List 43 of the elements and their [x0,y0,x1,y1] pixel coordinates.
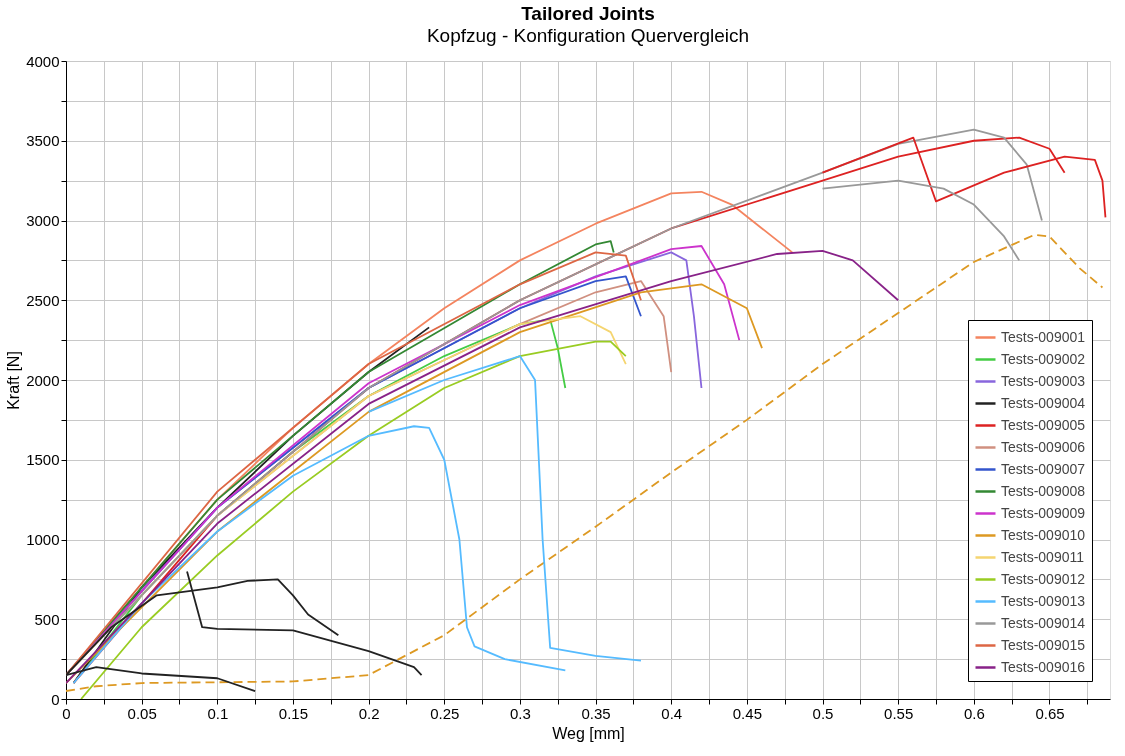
legend-label: Tests-009010 [1001,526,1086,543]
x-tick-label: 0.05 [127,704,157,722]
y-tick-label: 3000 [26,212,60,229]
legend-label: Tests-009013 [1001,592,1086,609]
x-tick-label: 0.6 [963,704,985,722]
y-tick-label: 2000 [26,371,60,389]
x-tick-label: 0.4 [661,704,683,722]
y-tick-label: 4000 [26,52,60,70]
x-tick-label: 0.45 [732,704,762,722]
y-tick-label: 3500 [26,132,60,150]
chart-subtitle: Kopfzug - Konfiguration Quervergleich [426,25,750,46]
legend-label: Tests-009001 [1001,328,1086,345]
legend-label: Tests-009005 [1001,416,1086,433]
legend-label: Tests-009009 [1001,504,1086,521]
y-tick-label: 500 [34,610,60,628]
legend-label: Tests-009011 [1001,548,1085,565]
x-axis-title: Weg [mm] [552,724,625,742]
y-tick-label: 1500 [26,451,60,469]
legend-label: Tests-009004 [1001,394,1086,411]
y-tick-label: 2500 [26,291,60,309]
legend-label: Tests-009006 [1001,438,1086,455]
x-tick-label: 0.3 [509,704,531,722]
legend-label: Tests-009015 [1001,636,1086,653]
x-tick-label: 0.35 [581,704,611,722]
x-tick-label: 0.55 [884,704,914,722]
x-tick-label: 0.15 [278,704,309,722]
legend-label: Tests-009003 [1001,372,1086,389]
x-tick-label: 0.2 [358,704,380,722]
x-tick-label: 0.25 [430,704,460,722]
y-tick-label: 0 [51,690,60,708]
legend-label: Tests-009012 [1001,570,1086,587]
y-axis-title: Kraft [N] [5,351,23,410]
legend-label: Tests-009007 [1001,460,1086,477]
x-tick-label: 0.1 [207,704,229,722]
x-tick-label: 0.65 [1035,704,1065,722]
chart-title: Tailored Joints [521,3,655,24]
legend-label: Tests-009008 [1001,482,1086,499]
legend-label: Tests-009014 [1001,614,1086,631]
legend-label: Tests-009016 [1001,658,1086,675]
x-tick-label: 0.5 [812,704,834,722]
legend-label: Tests-009002 [1001,350,1086,367]
x-tick-label: 0 [62,704,71,722]
y-tick-label: 1000 [26,531,60,548]
